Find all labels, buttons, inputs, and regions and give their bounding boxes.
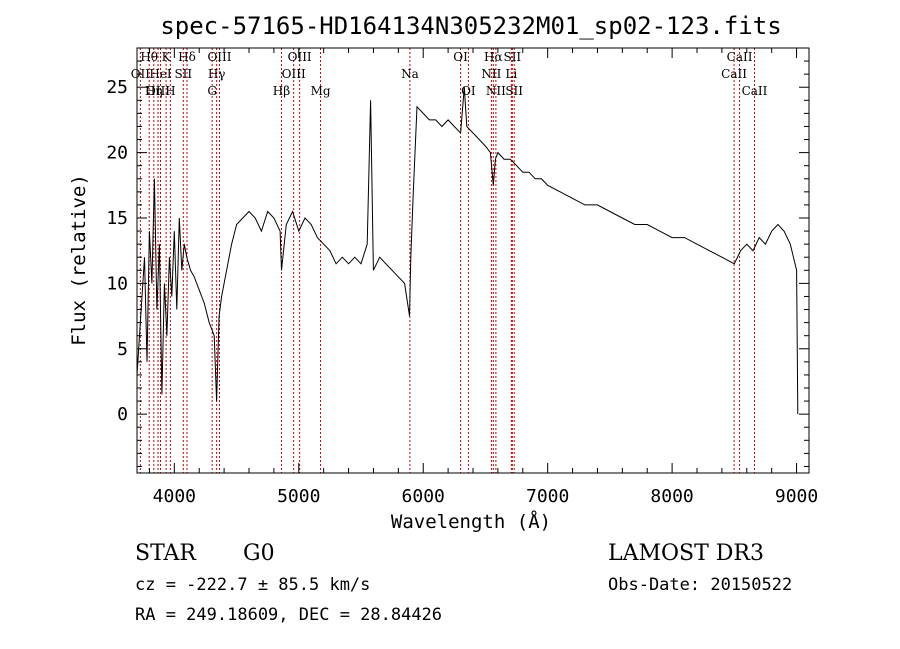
line-label-3: K <box>162 50 172 64</box>
object-class: STAR <box>135 541 197 566</box>
line-label-12: Hβ <box>273 84 290 98</box>
y-tick-label: 25 <box>106 77 128 98</box>
line-label-11: G <box>207 84 217 98</box>
line-label-24: SII <box>505 84 523 98</box>
plot-frame <box>136 47 810 474</box>
spectrum-line <box>136 87 799 415</box>
x-tick-label: 5000 <box>277 486 320 507</box>
x-axis: 4000 5000 6000 7000 8000 9000 <box>148 48 818 507</box>
line-label-13: OIII <box>288 50 312 64</box>
x-tick-label: 9000 <box>775 486 818 507</box>
line-label-2: OIII <box>146 84 170 98</box>
y-tick-label: 20 <box>106 143 128 164</box>
line-label-9: OIII <box>207 50 231 64</box>
y-tick-label: 15 <box>106 208 128 229</box>
redshift-velocity: cz = -222.7 ± 85.5 km/s <box>135 575 370 595</box>
line-label-5: HeI <box>149 67 172 81</box>
y-tick-label: 0 <box>117 404 128 425</box>
x-tick-label: 7000 <box>526 486 569 507</box>
line-label-23: NII <box>486 84 506 98</box>
y-axis-label: Flux (relative) <box>68 174 90 346</box>
object-subclass: G0 <box>243 541 275 566</box>
line-label-21: NII <box>481 67 501 81</box>
line-label-10: Hγ <box>208 67 226 81</box>
line-label-26: CaII <box>721 67 747 81</box>
x-tick-label: 8000 <box>650 486 693 507</box>
y-tick-label: 10 <box>106 273 128 294</box>
line-label-15: Mg <box>311 84 331 98</box>
survey-name: LAMOST DR3 <box>608 541 764 566</box>
line-label-6: Hη <box>145 84 163 98</box>
line-label-16: Na <box>401 67 419 81</box>
line-label-8: SII <box>174 67 192 81</box>
spectral-line-markers <box>139 48 755 473</box>
line-label-0: Hθ <box>140 50 158 64</box>
line-label-14: OIII <box>282 67 306 81</box>
line-label-7: Hδ <box>178 50 196 64</box>
y-axis: 0 5 10 15 20 25 <box>106 60 809 467</box>
line-label-22: Li <box>505 67 517 81</box>
line-label-25: CaII <box>727 50 753 64</box>
line-label-17: OI <box>453 50 468 64</box>
line-label-19: Hα <box>484 50 503 64</box>
line-label-27: CaII <box>742 84 768 98</box>
coordinates: RA = 249.18609, DEC = 28.84426 <box>135 605 442 625</box>
x-axis-label: Wavelength (Å) <box>391 510 551 533</box>
x-tick-label: 6000 <box>402 486 445 507</box>
line-label-20: SII <box>503 50 521 64</box>
line-label-4: H <box>165 84 175 98</box>
observation-date: Obs-Date: 20150522 <box>608 575 792 595</box>
x-tick-label: 4000 <box>153 486 196 507</box>
y-tick-label: 5 <box>117 339 128 360</box>
chart-title: spec-57165-HD164134N305232M01_sp02-123.f… <box>160 12 781 40</box>
